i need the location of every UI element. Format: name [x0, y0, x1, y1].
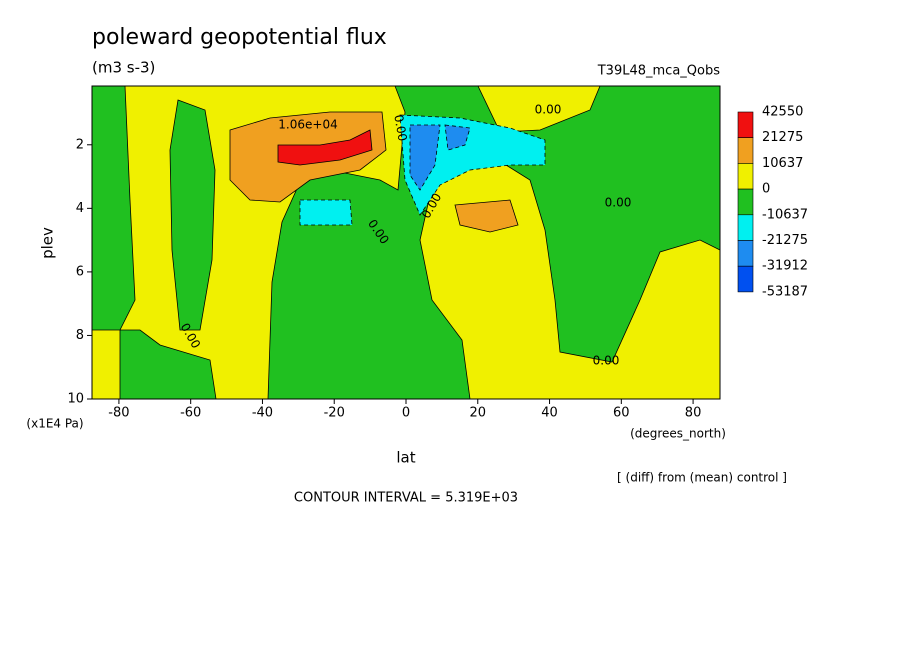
contour-label: 0.00: [605, 196, 632, 210]
field-blue: [444, 124, 471, 151]
x-axis-label: lat: [396, 449, 415, 467]
x-tick-label: 60: [613, 406, 630, 421]
colorbar-box: [737, 163, 754, 190]
field-orange: [454, 199, 519, 233]
x-tick-label: 40: [541, 406, 558, 421]
field-red: [277, 129, 373, 166]
field-green-strip: [169, 99, 216, 331]
field-blue: [409, 124, 441, 191]
colorbar-label: 21275: [762, 130, 803, 145]
chart-title: poleward geopotential flux: [92, 25, 387, 50]
colorbar-box: [737, 188, 754, 216]
y-units: (x1E4 Pa): [26, 417, 83, 431]
colorbar-label: -53187: [762, 284, 808, 299]
contour-interval: CONTOUR INTERVAL = 5.319E+03: [294, 491, 518, 506]
x-tick-label: -60: [180, 406, 201, 421]
contour-label: 1.06e+04: [278, 118, 337, 132]
colorbar-box: [737, 214, 754, 241]
colorbar-box: [737, 240, 754, 267]
x-tick-label: -40: [252, 406, 273, 421]
y-tick-label: 10: [67, 392, 84, 407]
contour-label: 0.00: [391, 114, 409, 143]
note: [ (diff) from (mean) control ]: [617, 471, 787, 485]
y-tick-label: 6: [76, 264, 84, 279]
colorbar-label: 10637: [762, 156, 803, 171]
colorbar-label: 0: [762, 182, 770, 197]
y-tick-label: 4: [76, 201, 84, 216]
colorbar-label: -31912: [762, 259, 808, 274]
colorbar-box: [737, 265, 754, 293]
x-tick-label: 0: [402, 406, 410, 421]
colorbar-label: 42550: [762, 105, 803, 120]
colorbar-label: -10637: [762, 207, 808, 222]
contour-label: 0.00: [593, 354, 620, 368]
x-units: (degrees_north): [630, 427, 726, 441]
y-axis-label: plev: [39, 227, 57, 259]
contour-label: 0.00: [535, 103, 562, 117]
colorbar-box: [737, 137, 754, 164]
x-tick-label: 80: [685, 406, 702, 421]
x-tick-label: -80: [108, 406, 129, 421]
units: (m3 s-3): [92, 59, 155, 77]
colorbar-label: -21275: [762, 233, 808, 248]
experiment: T39L48_mca_Qobs: [597, 64, 720, 79]
x-tick-label: 20: [469, 406, 486, 421]
y-tick-label: 8: [76, 328, 84, 343]
colorbar-box: [737, 111, 754, 139]
x-tick-label: -20: [324, 406, 345, 421]
field-cyan: [299, 199, 353, 226]
plot-fill: [91, 85, 721, 400]
y-tick-label: 2: [76, 137, 84, 152]
